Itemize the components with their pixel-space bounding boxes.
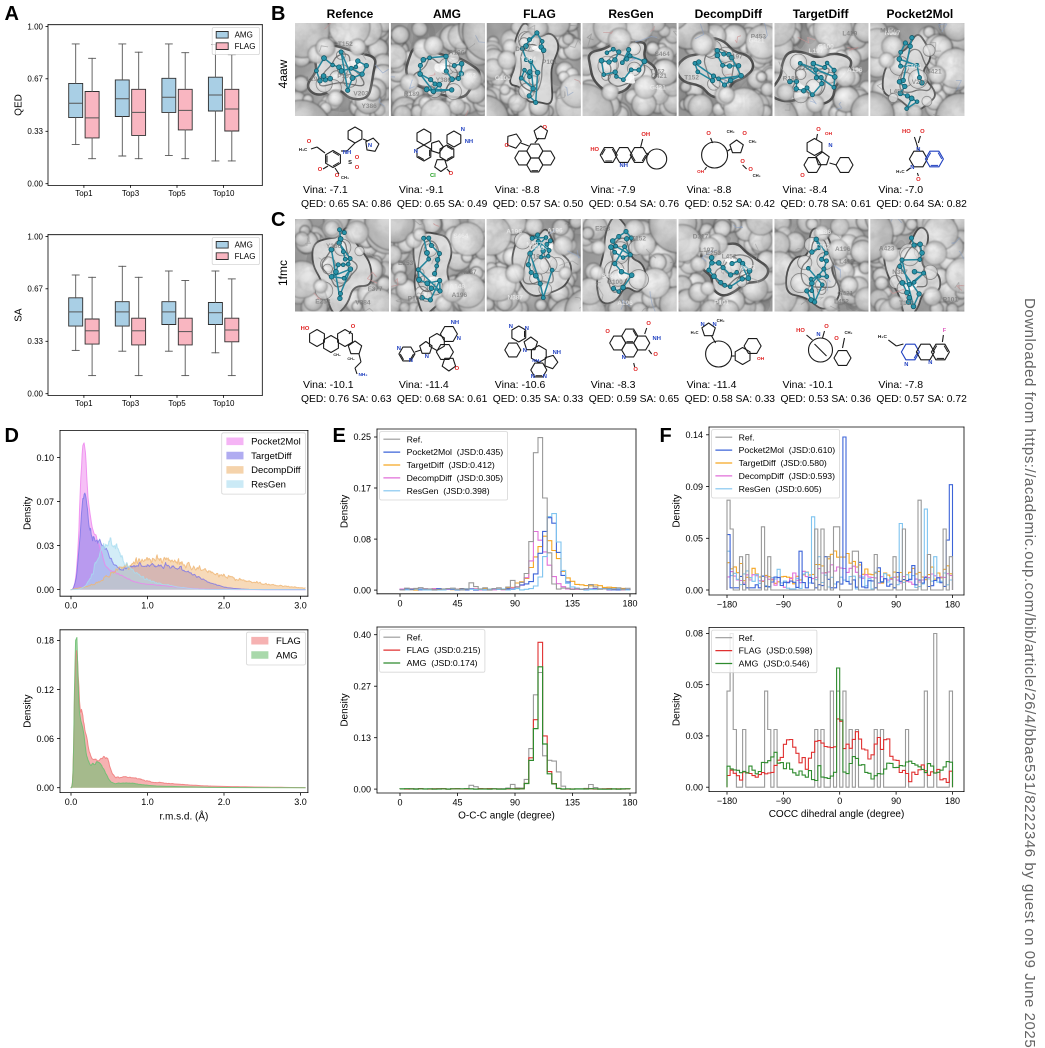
svg-text:N: N [828, 143, 832, 149]
svg-text:NH₂: NH₂ [532, 358, 541, 364]
svg-text:N: N [425, 354, 429, 360]
svg-text:NH: NH [553, 350, 561, 356]
svg-text:NH: NH [465, 139, 473, 145]
svg-text:N: N [928, 360, 932, 366]
svg-text:CH₃: CH₃ [753, 173, 761, 178]
svg-text:HO: HO [301, 326, 310, 332]
svg-text:NH: NH [620, 163, 628, 169]
svg-text:OH: OH [825, 131, 833, 137]
svg-text:CH₃: CH₃ [845, 330, 853, 335]
svg-text:O: O [706, 131, 711, 137]
svg-text:O: O [816, 127, 821, 133]
svg-text:OH: OH [697, 169, 705, 174]
svg-text:H₃C: H₃C [896, 169, 905, 174]
svg-text:Cl: Cl [430, 173, 436, 179]
svg-text:O: O [824, 324, 829, 330]
svg-text:O: O [307, 139, 312, 145]
svg-text:N: N [397, 346, 401, 352]
svg-text:CH₃: CH₃ [717, 318, 725, 323]
svg-text:O: O [543, 125, 548, 131]
svg-text:N: N [414, 149, 418, 155]
svg-text:NH: NH [451, 320, 459, 326]
svg-text:S: S [348, 160, 352, 166]
svg-text:OH: OH [641, 132, 650, 138]
svg-text:N: N [910, 165, 914, 171]
svg-text:CH₃: CH₃ [347, 357, 354, 361]
svg-text:N: N [622, 355, 626, 361]
svg-text:F: F [943, 328, 947, 334]
svg-text:O: O [455, 366, 460, 372]
svg-text:O: O [505, 143, 510, 149]
svg-text:CH₃: CH₃ [749, 139, 757, 144]
svg-text:O: O [318, 167, 323, 173]
svg-text:O: O [605, 329, 610, 335]
svg-text:O: O [633, 367, 638, 373]
svg-text:CH₃: CH₃ [727, 129, 735, 134]
svg-text:HO: HO [590, 147, 599, 153]
svg-text:N: N [816, 332, 820, 338]
svg-text:N: N [457, 336, 461, 342]
svg-text:OH: OH [757, 356, 765, 362]
svg-text:HO: HO [902, 129, 911, 135]
svg-text:CH₃: CH₃ [333, 353, 340, 357]
svg-text:N: N [368, 143, 372, 149]
svg-text:O: O [800, 173, 805, 179]
svg-text:O: O [920, 129, 925, 135]
svg-text:NH: NH [653, 336, 661, 342]
svg-text:O: O [834, 336, 839, 342]
svg-text:O: O [653, 352, 658, 358]
svg-text:N: N [525, 326, 529, 332]
svg-text:O: O [351, 324, 356, 330]
svg-text:O: O [916, 177, 921, 183]
svg-text:H₃C: H₃C [691, 330, 699, 335]
svg-text:N: N [509, 324, 513, 330]
svg-text:N: N [904, 362, 908, 368]
svg-text:O: O [740, 159, 745, 165]
svg-text:N: N [701, 322, 705, 328]
svg-text:N: N [916, 147, 920, 153]
svg-text:N: N [409, 358, 413, 364]
svg-text:N: N [461, 127, 465, 133]
svg-text:O: O [646, 321, 651, 327]
svg-text:H₃C: H₃C [878, 334, 888, 340]
svg-text:N: N [523, 348, 527, 354]
svg-text:O: O [355, 155, 360, 161]
svg-text:HO: HO [796, 328, 805, 334]
svg-text:NH₂: NH₂ [358, 372, 367, 378]
svg-text:O: O [742, 131, 747, 137]
svg-text:CH₃: CH₃ [341, 175, 349, 180]
svg-text:O: O [355, 165, 360, 171]
svg-text:NH: NH [343, 150, 351, 156]
svg-text:H₃C: H₃C [299, 147, 308, 152]
